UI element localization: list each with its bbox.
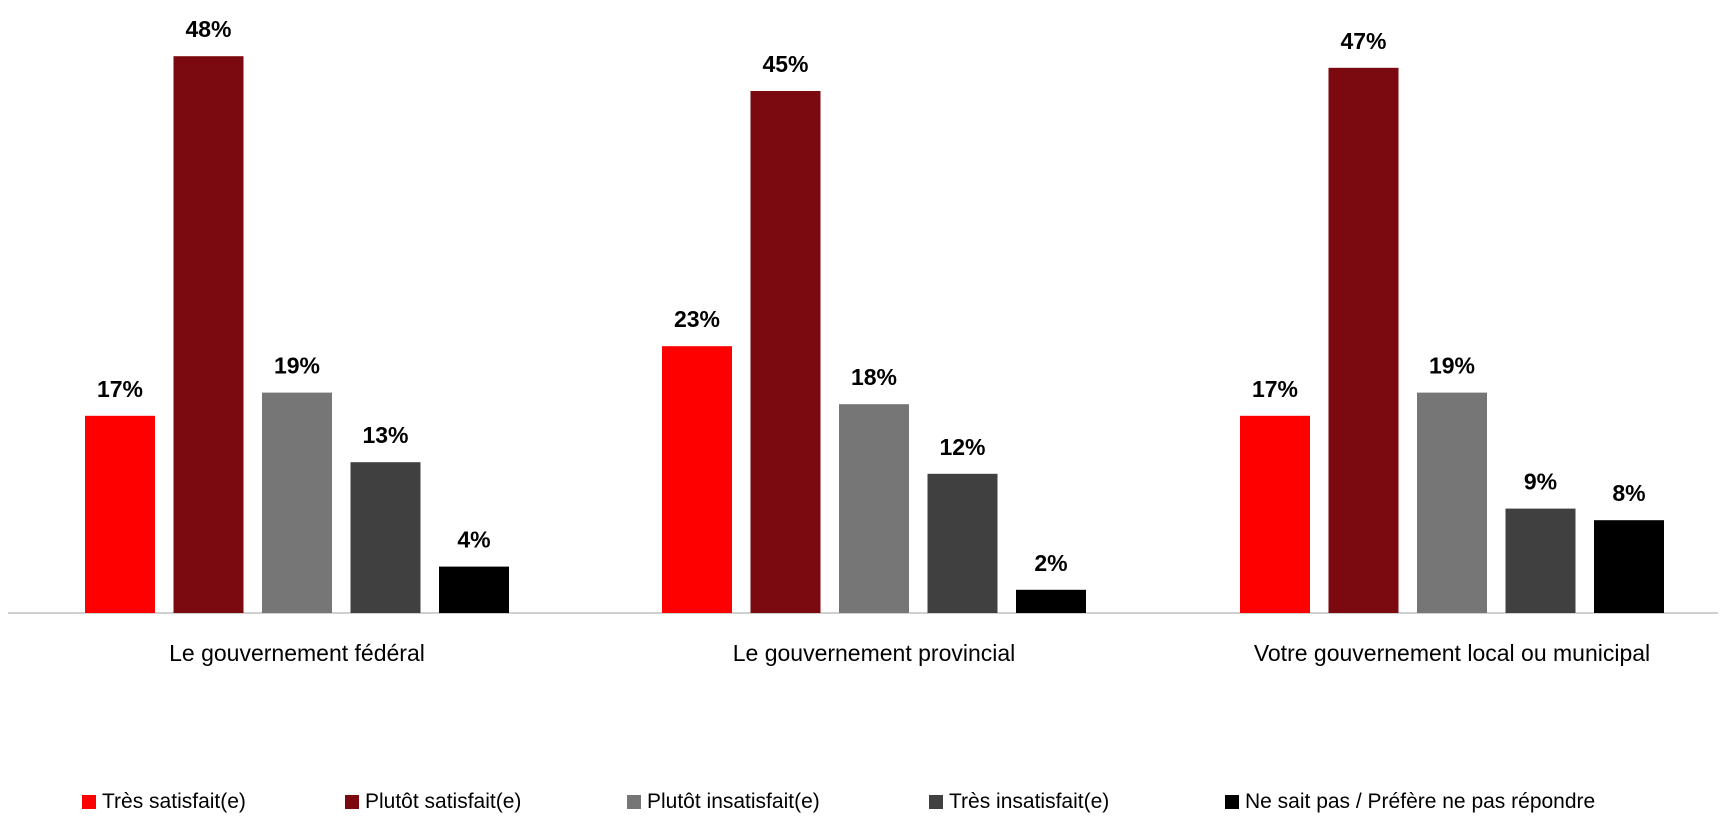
- value-label-1-3: 19%: [274, 353, 320, 379]
- value-label-3-3: 19%: [1429, 353, 1475, 379]
- bar-2-2: [750, 91, 821, 613]
- bars-group: [85, 56, 1664, 614]
- value-label-1-1: 17%: [97, 376, 143, 402]
- legend-swatch: [627, 795, 641, 809]
- bar-3-3: [1417, 392, 1487, 613]
- legend-item-2: Plutôt satisfait(e): [345, 790, 521, 814]
- legend-swatch: [345, 795, 359, 809]
- value-labels-group: 17% 48% 19% 13% 4% 23% 45% 18% 12% 2% 17% 47% 19% 9% 8…: [97, 16, 1646, 576]
- legend: Très satisfait(e) Plutôt satisfait(e) Plut…: [0, 790, 1726, 820]
- value-label-2-3: 18%: [851, 364, 897, 390]
- category-label-2: Le gouvernement provincial: [733, 640, 1016, 666]
- bar-1-1: [85, 415, 155, 613]
- legend-item-5: Ne sait pas / Préfère ne pas répondre: [1225, 790, 1595, 814]
- value-label-3-5: 8%: [1612, 480, 1645, 506]
- value-label-2-4: 12%: [939, 434, 985, 460]
- legend-label: Plutôt satisfait(e): [365, 790, 522, 813]
- bar-1-5: [439, 566, 509, 613]
- bar-1-2: [173, 56, 244, 613]
- legend-label: Très insatisfait(e): [949, 790, 1110, 813]
- value-label-1-2: 48%: [185, 16, 231, 42]
- bar-1-3: [262, 392, 332, 613]
- legend-swatch: [1225, 795, 1239, 809]
- category-label-3: Votre gouvernement local ou municipal: [1254, 640, 1650, 666]
- value-label-3-1: 17%: [1252, 376, 1298, 402]
- bar-3-2: [1328, 67, 1399, 614]
- value-label-2-1: 23%: [674, 306, 720, 332]
- category-labels-group: Le gouvernement fédéral Le gouvernement p…: [169, 640, 1650, 666]
- legend-swatch: [82, 795, 96, 809]
- value-label-2-2: 45%: [762, 51, 808, 77]
- bar-2-1: [662, 346, 732, 613]
- legend-label: Très satisfait(e): [102, 790, 246, 813]
- bar-2-3: [839, 404, 909, 613]
- value-label-1-5: 4%: [457, 527, 490, 553]
- legend-item-3: Plutôt insatisfait(e): [627, 790, 820, 814]
- bar-3-1: [1240, 415, 1310, 613]
- legend-item-4: Très insatisfait(e): [929, 790, 1109, 814]
- bar-1-4: [350, 462, 421, 613]
- bar-2-4: [927, 473, 998, 613]
- bar-2-5: [1016, 589, 1086, 613]
- legend-label: Plutôt insatisfait(e): [647, 790, 820, 813]
- legend-swatch: [929, 795, 943, 809]
- value-label-1-4: 13%: [362, 422, 408, 448]
- value-label-3-4: 9%: [1524, 469, 1557, 495]
- legend-item-1: Très satisfait(e): [82, 790, 246, 814]
- category-label-1: Le gouvernement fédéral: [169, 640, 425, 666]
- bar-3-5: [1594, 520, 1664, 613]
- bar-3-4: [1505, 508, 1576, 613]
- value-label-3-2: 47%: [1340, 28, 1386, 54]
- bar-chart: 17% 48% 19% 13% 4% 23% 45% 18% 12% 2% 17% 47% 19% 9% 8…: [8, 16, 1718, 666]
- value-label-2-5: 2%: [1034, 550, 1067, 576]
- legend-label: Ne sait pas / Préfère ne pas répondre: [1245, 790, 1596, 813]
